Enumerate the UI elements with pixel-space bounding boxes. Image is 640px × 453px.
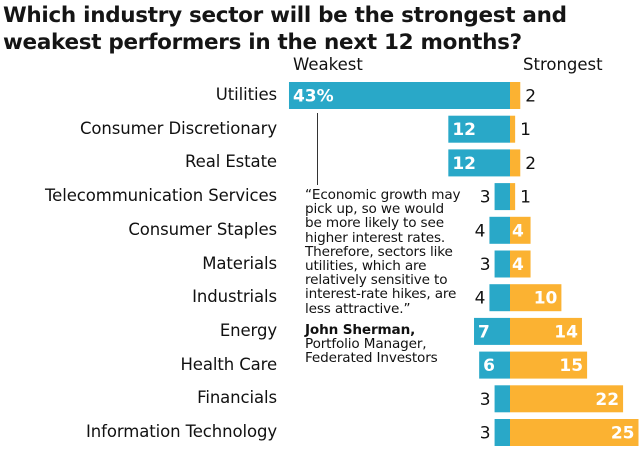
strongest-bar bbox=[510, 115, 516, 143]
strongest-bar bbox=[510, 216, 531, 244]
strongest-bar bbox=[510, 149, 521, 177]
quote-line: less attractive.” bbox=[305, 300, 411, 317]
quote-attribution-org: Federated Investors bbox=[305, 350, 438, 367]
quote-connector-line bbox=[317, 113, 318, 185]
strongest-value-label: 4 bbox=[512, 221, 524, 241]
chart-title: Which industry sector will be the strong… bbox=[3, 2, 640, 56]
quote-attribution-title: Portfolio Manager, bbox=[305, 336, 427, 353]
weakest-bar bbox=[489, 284, 510, 312]
weakest-value-label: 3 bbox=[480, 255, 491, 275]
weakest-value-label: 12 bbox=[452, 120, 476, 140]
strongest-value-label: 2 bbox=[525, 87, 536, 107]
weakest-bar bbox=[288, 82, 510, 109]
weakest-bar bbox=[494, 183, 510, 211]
category-label: Financials bbox=[197, 388, 277, 408]
category-label: Materials bbox=[202, 253, 277, 273]
strongest-value-label: 25 bbox=[611, 424, 635, 444]
weakest-value-label: 3 bbox=[480, 390, 491, 410]
strongest-value-label: 10 bbox=[534, 289, 558, 309]
weakest-value-label: 12 bbox=[452, 154, 476, 174]
quote-line: higher interest rates. bbox=[305, 229, 446, 246]
weakest-bar bbox=[489, 216, 510, 244]
chart-title-line-2: weakest performers in the next 12 months… bbox=[3, 30, 522, 55]
quote-text: “Economic growth may pick up, so we would… bbox=[305, 188, 505, 316]
weakest-bar bbox=[448, 115, 510, 143]
quote-block: “Economic growth may pick up, so we would… bbox=[305, 188, 505, 367]
quote-line: Therefore, sectors like bbox=[305, 243, 453, 260]
weakest-value-label: 3 bbox=[480, 188, 491, 208]
weakest-value-label: 4 bbox=[475, 221, 486, 241]
quote-line: interest-rate hikes, are bbox=[305, 286, 457, 303]
category-label: Consumer Staples bbox=[128, 219, 277, 239]
weakest-bar bbox=[494, 419, 510, 446]
category-label: Information Technology bbox=[86, 422, 277, 441]
category-label: Utilities bbox=[215, 85, 277, 104]
strongest-bar bbox=[510, 351, 588, 379]
strongest-bar bbox=[510, 183, 516, 211]
chart-title-line-1: Which industry sector will be the strong… bbox=[3, 3, 567, 28]
strongest-bar bbox=[510, 385, 624, 413]
strongest-value-label: 1 bbox=[520, 188, 531, 208]
quote-line: utilities, which are bbox=[305, 258, 427, 275]
category-label: Real Estate bbox=[185, 152, 277, 172]
weakest-bar bbox=[479, 351, 510, 379]
strongest-value-label: 15 bbox=[559, 356, 583, 376]
quote-line: be more likely to see bbox=[305, 215, 444, 232]
weakest-value-label: 6 bbox=[483, 356, 495, 376]
strongest-bar bbox=[510, 284, 562, 312]
strongest-value-label: 14 bbox=[554, 322, 578, 342]
strongest-header: Strongest bbox=[523, 55, 603, 74]
strongest-value-label: 4 bbox=[512, 255, 524, 275]
strongest-bar bbox=[510, 419, 639, 446]
weakest-value-label: 7 bbox=[478, 322, 490, 342]
quote-line: “Economic growth may bbox=[305, 187, 461, 203]
category-label: Consumer Discretionary bbox=[80, 118, 277, 138]
weakest-header: Weakest bbox=[293, 55, 363, 74]
weakest-value-label: 3 bbox=[480, 424, 491, 444]
weakest-bar bbox=[494, 250, 510, 278]
strongest-value-label: 22 bbox=[595, 390, 619, 410]
category-label: Telecommunication Services bbox=[45, 186, 277, 206]
strongest-bar bbox=[510, 82, 521, 109]
weakest-bar bbox=[474, 317, 510, 345]
strongest-value-label: 2 bbox=[525, 154, 536, 174]
quote-attribution-name: John Sherman, bbox=[305, 321, 416, 338]
category-label: Industrials bbox=[192, 287, 277, 307]
quote-line: relatively sensitive to bbox=[305, 272, 448, 289]
strongest-bar bbox=[510, 317, 582, 345]
weakest-value-label: 43% bbox=[293, 87, 334, 107]
weakest-bar bbox=[494, 385, 510, 413]
strongest-value-label: 1 bbox=[520, 120, 531, 140]
weakest-value-label: 4 bbox=[475, 289, 486, 309]
category-label: Energy bbox=[219, 320, 277, 340]
quote-line: pick up, so we would bbox=[305, 201, 444, 218]
weakest-bar bbox=[448, 149, 510, 177]
strongest-bar bbox=[510, 250, 531, 278]
category-label: Health Care bbox=[180, 354, 277, 374]
